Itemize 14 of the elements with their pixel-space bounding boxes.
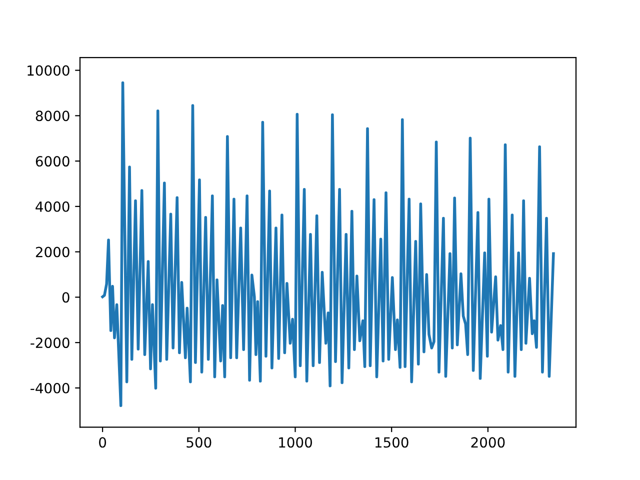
x-tick-label: 1500 (375, 437, 408, 448)
y-tick-label: -2000 (30, 338, 70, 348)
y-tick-label: 0 (62, 292, 70, 303)
x-tick-label: 1000 (279, 437, 312, 448)
y-tick-label: 6000 (36, 156, 70, 167)
line-series (101, 81, 555, 408)
x-tick-label: 2000 (471, 437, 505, 448)
y-tick-label: 8000 (36, 110, 70, 122)
y-tick-label: 4000 (36, 201, 70, 212)
x-tick-label: 500 (186, 437, 212, 448)
y-tick-label: -4000 (30, 382, 70, 394)
y-tick-label: 10000 (28, 65, 70, 76)
x-tick-label: 0 (99, 437, 106, 448)
y-tick-label: 2000 (36, 246, 70, 258)
